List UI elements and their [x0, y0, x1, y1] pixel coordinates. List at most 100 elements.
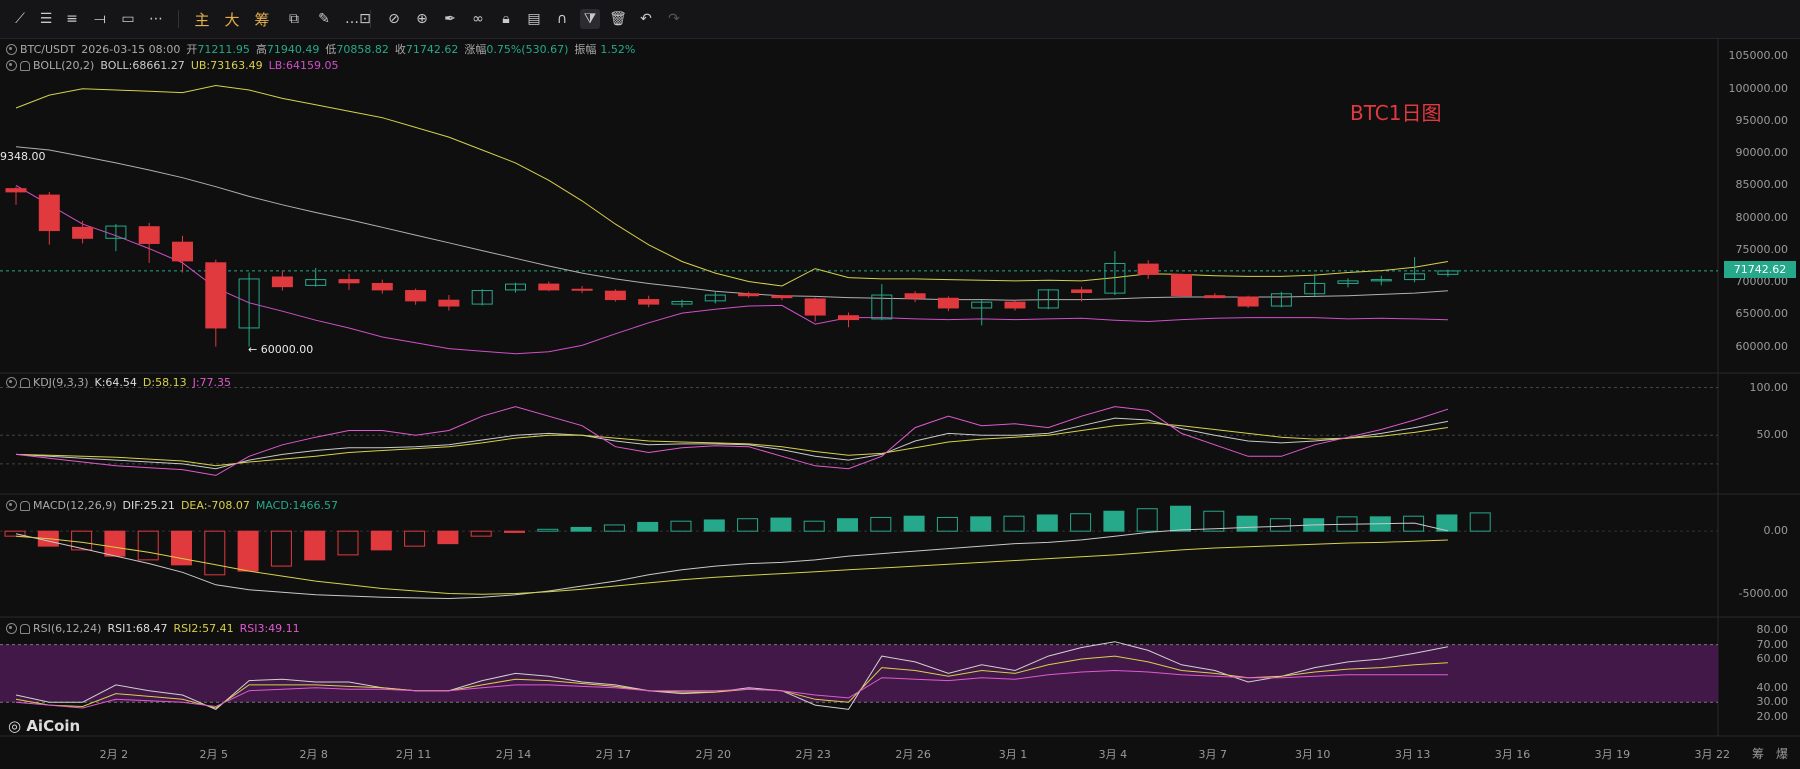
- candle-body: [871, 294, 893, 320]
- candle: [838, 312, 859, 328]
- kdj-k-line: [15, 417, 1448, 470]
- macd-legend: MACD(12,26,9) DIF:25.21 DEA:-708.07 MACD…: [6, 499, 344, 512]
- time-axis-label: 3月 10: [1294, 748, 1331, 761]
- candle: [1204, 293, 1226, 299]
- more-tools-icon[interactable]: ⋯: [149, 11, 163, 27]
- candle-body: [538, 283, 560, 291]
- kdj-legend: KDJ(9,3,3) K:64.54 D:58.13 J:77.35: [6, 376, 237, 389]
- chart-canvas[interactable]: [0, 38, 1800, 769]
- legend-amp: 1.52%: [600, 42, 636, 56]
- indicator-settings-icon[interactable]: ⧉: [289, 11, 299, 27]
- price-axis-label: 90000.00: [1735, 146, 1789, 160]
- main-indicator-button[interactable]: 主: [194, 10, 210, 29]
- macd-bar: [737, 518, 759, 532]
- eye-icon[interactable]: [6, 43, 17, 55]
- legend-low-label: 低: [325, 43, 337, 56]
- candle: [1404, 257, 1426, 283]
- macd-bar: [204, 530, 226, 576]
- time-axis-label: 2月 23: [795, 748, 831, 761]
- boll-mid-value: BOLL:68661.27: [100, 59, 185, 72]
- macd-bar: [1036, 514, 1058, 532]
- macd-bar: [837, 518, 858, 532]
- boll-upper-band: [15, 84, 1448, 287]
- bell-icon[interactable]: [20, 377, 30, 388]
- candle-body: [1037, 289, 1059, 309]
- template-icon[interactable]: ▤: [527, 11, 541, 27]
- candle-body: [405, 290, 427, 302]
- toolbar-divider: [178, 10, 179, 28]
- anchor-icon[interactable]: ⊡: [359, 11, 371, 27]
- bell-icon[interactable]: [20, 500, 30, 511]
- pen-icon[interactable]: ✒: [444, 11, 456, 27]
- candle-body: [172, 241, 193, 262]
- price-axis-label: 100000.00: [1728, 81, 1789, 95]
- lock-icon[interactable]: 🔒︎: [502, 11, 510, 27]
- rsi-band-fill: [0, 644, 1718, 703]
- candle: [238, 272, 260, 347]
- price-axis-label: 85000.00: [1735, 178, 1789, 192]
- bell-icon[interactable]: [20, 60, 30, 71]
- candle-body: [1137, 263, 1159, 275]
- parallel-channel-icon[interactable]: ≡: [66, 11, 78, 27]
- candle-body: [638, 299, 660, 305]
- chip-distribution-button[interactable]: 筹: [254, 10, 270, 29]
- price-axis-label: 95000.00: [1735, 113, 1789, 127]
- time-axis-label: 3月 16: [1494, 748, 1531, 761]
- ray-icon[interactable]: ⟞: [94, 11, 106, 27]
- big-order-button[interactable]: 大: [224, 10, 240, 29]
- undo-icon[interactable]: ↶: [640, 11, 652, 27]
- rsi-legend: RSI(6,12,24) RSI1:68.47 RSI2:57.41 RSI3:…: [6, 622, 306, 635]
- candle-body: [604, 290, 626, 301]
- candle-body: [505, 283, 526, 291]
- candle-body: [271, 276, 293, 288]
- boll-legend: BOLL(20,2) BOLL:68661.27 UB:73163.49 LB:…: [6, 59, 344, 72]
- candle: [271, 270, 293, 291]
- zoom-in-icon[interactable]: ⊕: [416, 11, 428, 27]
- candle-body: [571, 288, 593, 291]
- candle: [371, 279, 393, 294]
- candlesticks: [5, 186, 1459, 347]
- brush-icon[interactable]: ✎: [318, 11, 330, 27]
- legend-high-label: 高: [255, 43, 267, 56]
- legend-close: 71742.62: [405, 42, 459, 56]
- boll-lines: [15, 84, 1448, 355]
- rsi2-line: [15, 655, 1448, 709]
- time-axis-label: 3月 22: [1694, 748, 1731, 761]
- chips-side-button[interactable]: 筹: [1752, 747, 1765, 761]
- pattern-icon[interactable]: ∞: [472, 11, 484, 27]
- candle-body: [138, 226, 160, 244]
- macd-bar: [1236, 515, 1258, 532]
- magnet-icon[interactable]: ∩: [556, 11, 568, 27]
- macd-bar: [1269, 518, 1291, 532]
- delete-icon[interactable]: 🗑︎: [609, 11, 627, 27]
- liquidation-side-button[interactable]: 爆: [1776, 747, 1789, 761]
- candle: [738, 291, 760, 298]
- time-axis-label: 2月 8: [299, 748, 328, 761]
- eye-icon[interactable]: [6, 500, 17, 511]
- rectangle-icon[interactable]: ▭: [121, 11, 135, 27]
- eye-icon[interactable]: [6, 623, 17, 634]
- eye-icon[interactable]: [6, 60, 17, 71]
- low-marker-label: ← 60000.00: [248, 343, 314, 356]
- measure-icon[interactable]: ⊘: [388, 11, 400, 27]
- candle: [1071, 286, 1093, 302]
- candle: [38, 191, 60, 245]
- candle-body: [1004, 301, 1026, 309]
- eye-icon[interactable]: [6, 377, 17, 388]
- trend-line-icon[interactable]: ⟋: [15, 11, 25, 27]
- text-tool-icon[interactable]: …: [345, 11, 359, 27]
- horizontal-lines-icon[interactable]: ☰: [39, 11, 53, 27]
- bell-icon[interactable]: [20, 623, 30, 634]
- macd-bar: [603, 524, 625, 532]
- macd-bar: [104, 530, 126, 557]
- macd-bar: [171, 530, 192, 566]
- candle: [405, 288, 427, 305]
- legend-symbol: BTC/USDT: [20, 42, 76, 56]
- rsi1-value: RSI1:68.47: [107, 622, 168, 635]
- candle: [1137, 260, 1159, 279]
- logo-mark-icon: ◎: [8, 717, 22, 735]
- filter-icon[interactable]: ⧩: [580, 9, 600, 29]
- redo-icon[interactable]: ↷: [668, 11, 680, 27]
- macd-axis-label: 0.00: [1763, 524, 1789, 538]
- candle-body: [971, 301, 993, 309]
